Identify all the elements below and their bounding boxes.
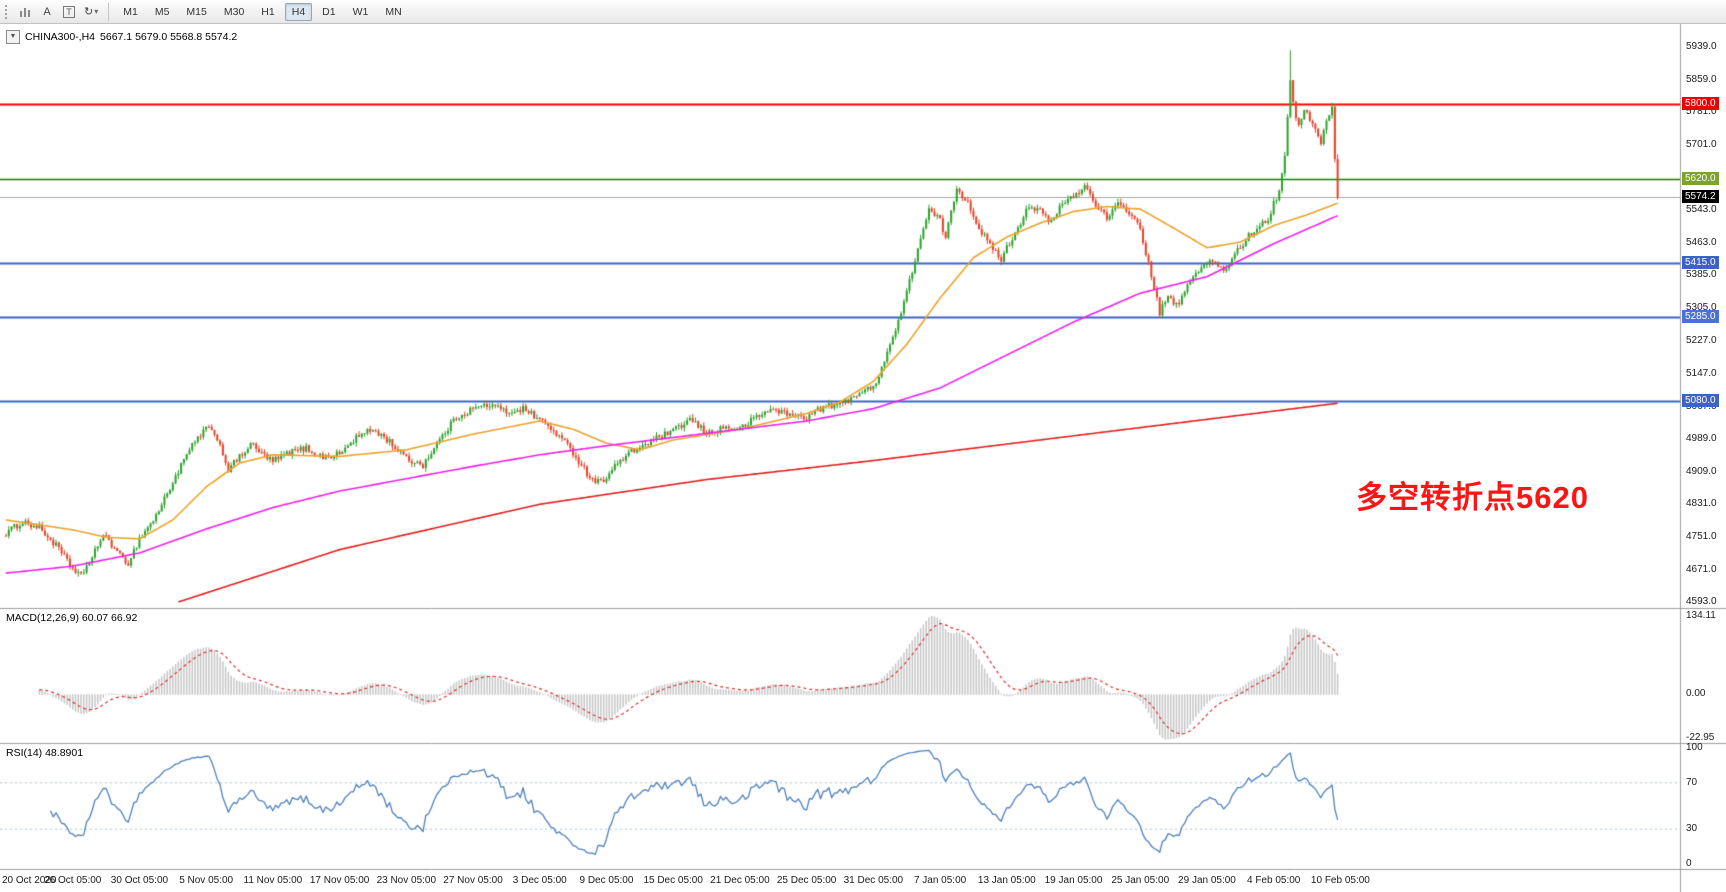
toolbar-separator <box>108 2 110 21</box>
bar-chart-icon[interactable] <box>15 2 35 22</box>
text-tool-icon: T <box>63 5 75 18</box>
timeframe-button-d1[interactable]: D1 <box>315 3 342 21</box>
macd-header: MACD(12,26,9) 60.07 66.92 <box>6 612 138 624</box>
line-studies-dropdown[interactable]: ↻ ▾ <box>81 2 101 22</box>
rsi-header: RSI(14) 48.8901 <box>6 747 84 759</box>
toolbar-grip-handle[interactable] <box>4 3 9 20</box>
timeframe-button-m30[interactable]: M30 <box>217 3 251 21</box>
chart-annotation-text: 多空转折点5620 <box>1356 480 1589 515</box>
timeframe-button-m5[interactable]: M5 <box>148 3 177 21</box>
toolbar: A T ↻ ▾ M1 M5 M15 M30 H1 H4 D1 W1 MN <box>0 0 1726 24</box>
timeframe-button-h4[interactable]: H4 <box>284 2 313 21</box>
cursor-tool-button[interactable]: A <box>37 2 57 22</box>
symbol-period-label: CHINA300-,H4 <box>25 31 96 43</box>
chevron-down-icon: ▾ <box>94 7 99 16</box>
cycle-icon: ↻ <box>84 6 94 18</box>
timeframe-button-m1[interactable]: M1 <box>116 3 145 21</box>
text-tool-button[interactable]: T <box>59 2 79 22</box>
timeframe-buttons: M1 M5 M15 M30 H1 H4 D1 W1 MN <box>116 2 408 21</box>
time-axis[interactable] <box>0 870 1680 892</box>
timeframe-button-mn[interactable]: MN <box>378 3 408 21</box>
collapse-chart-button[interactable]: ▼ <box>6 30 20 44</box>
ohlc-values-label: 5667.1 5679.0 5568.8 5574.2 <box>100 31 238 43</box>
timeframe-button-w1[interactable]: W1 <box>346 3 376 21</box>
price-axis[interactable] <box>1682 24 1726 870</box>
symbol-header: ▼ CHINA300-,H4 5667.1 5679.0 5568.8 5574… <box>6 30 237 44</box>
bar-chart-icon-glyph <box>20 7 30 17</box>
timeframe-button-h1[interactable]: H1 <box>254 3 281 21</box>
timeframe-button-m15[interactable]: M15 <box>179 3 213 21</box>
